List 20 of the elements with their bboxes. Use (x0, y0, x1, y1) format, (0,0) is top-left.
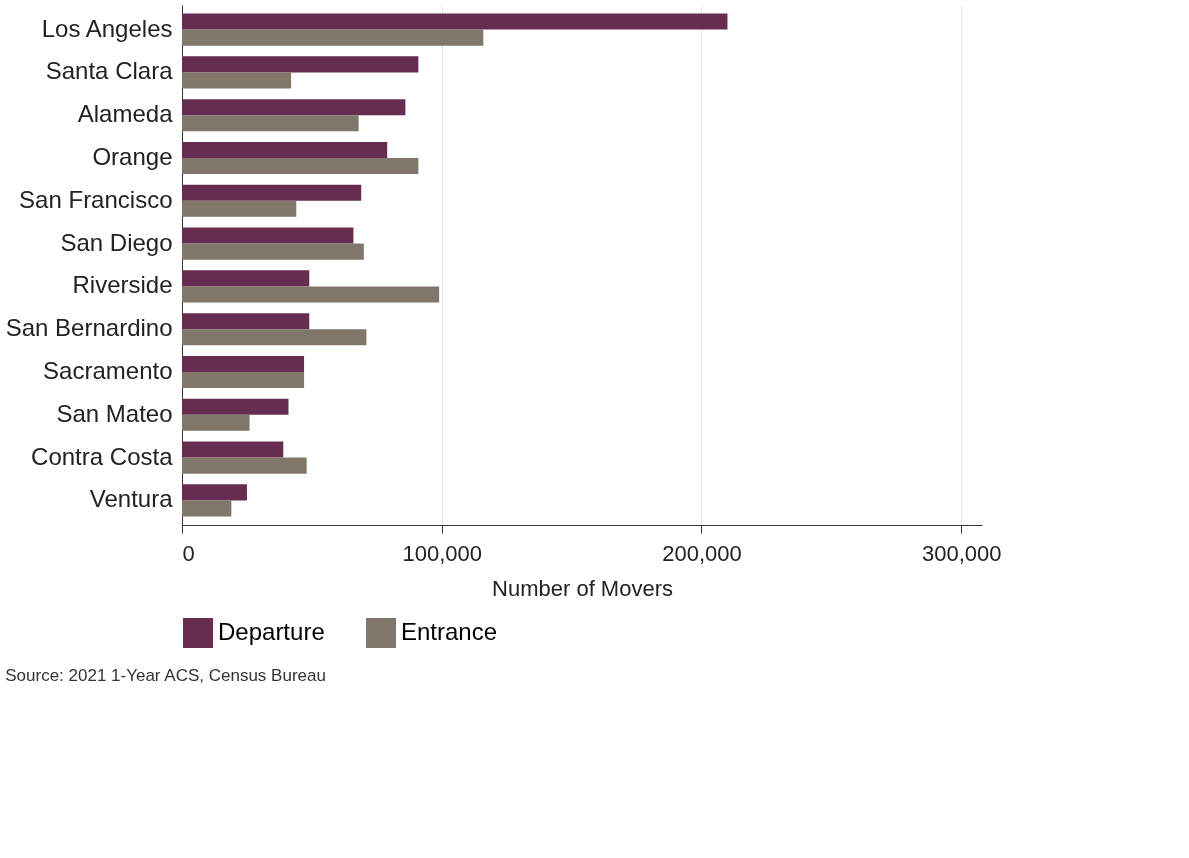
y-tick-label: Ventura (89, 485, 174, 513)
y-tick-label: Los Angeles (41, 14, 173, 42)
y-tick-label: Sacramento (43, 357, 173, 384)
legend-label: Entrance (401, 618, 498, 645)
y-tick-label: San Francisco (19, 185, 173, 213)
x-tick-label: 200,000 (662, 540, 742, 566)
y-tick-label: Alameda (77, 100, 174, 128)
y-tick-label: San Bernardino (5, 314, 173, 342)
y-tick-label: San Diego (60, 228, 173, 256)
y-tick-label: Riverside (72, 271, 173, 299)
x-tick-label: 100,000 (402, 540, 483, 566)
legend-label: Departure (218, 618, 325, 645)
x-tick-label: 0 (182, 540, 195, 566)
y-tick-label: Orange (92, 143, 173, 170)
source-note: Source: 2021 1-Year ACS, Census Bureau (5, 666, 326, 685)
y-tick-label: Santa Clara (45, 57, 174, 85)
y-tick-label: Contra Costa (31, 442, 174, 470)
x-axis-title: Number of Movers (492, 575, 673, 601)
x-tick-label: 300,000 (921, 540, 1002, 566)
y-tick-label: San Mateo (56, 399, 173, 427)
